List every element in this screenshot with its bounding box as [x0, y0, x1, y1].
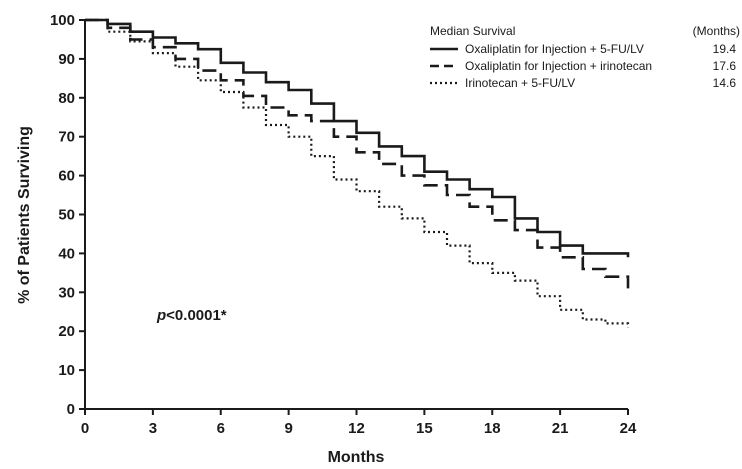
- legend-rows: Oxaliplatin for Injection + 5-FU/LV 19.4 O…: [430, 42, 736, 90]
- legend-title: Median Survival: [430, 24, 515, 38]
- x-ticks: 0 3 6 9 12 15 18 21 24: [81, 409, 637, 437]
- legend-median-3: 14.6: [713, 76, 737, 90]
- y-tick-label: 40: [58, 245, 75, 262]
- series-layer: [85, 18, 630, 328]
- y-tick-label: 20: [58, 323, 75, 340]
- y-tick-label: 0: [67, 401, 75, 418]
- x-tick-label: 24: [620, 420, 637, 437]
- y-tick-label: 10: [58, 362, 75, 379]
- y-tick-label: 70: [58, 129, 75, 146]
- p-value-rest: <0.0001*: [166, 307, 227, 324]
- legend-label-2: Oxaliplatin for Injection + irinotecan: [465, 59, 652, 73]
- y-tick-label: 30: [58, 284, 75, 301]
- legend-label-3: Irinotecan + 5-FU/LV: [465, 76, 575, 90]
- legend-median-1: 19.4: [713, 42, 737, 56]
- p-value-annotation: p<0.0001*: [156, 307, 227, 324]
- p-value-letter: p: [156, 307, 166, 324]
- x-tick-label: 3: [149, 420, 157, 437]
- legend-label-1: Oxaliplatin for Injection + 5-FU/LV: [465, 42, 644, 56]
- series-line-2: [85, 18, 630, 289]
- legend-value-header: (Months): [693, 24, 740, 38]
- legend: Median Survival (Months) Oxaliplatin for…: [430, 24, 740, 90]
- y-tick-label: 100: [50, 12, 75, 29]
- y-tick-label: 90: [58, 51, 75, 68]
- x-tick-label: 21: [552, 420, 569, 437]
- x-tick-label: 15: [416, 420, 433, 437]
- y-tick-label: 50: [58, 207, 75, 224]
- series-line-1: [85, 18, 630, 258]
- x-axis-title: Months: [328, 449, 385, 466]
- x-tick-label: 18: [484, 420, 501, 437]
- x-tick-label: 12: [348, 420, 365, 437]
- x-tick-label: 9: [284, 420, 292, 437]
- y-ticks: 0 10 20 30 40 50 60 70 80 90 100: [50, 12, 85, 418]
- x-tick-label: 0: [81, 420, 89, 437]
- legend-median-2: 17.6: [713, 59, 737, 73]
- y-tick-label: 60: [58, 168, 75, 185]
- x-tick-label: 6: [217, 420, 225, 437]
- y-tick-label: 80: [58, 90, 75, 107]
- y-axis-title: % of Patients Surviving: [16, 126, 33, 304]
